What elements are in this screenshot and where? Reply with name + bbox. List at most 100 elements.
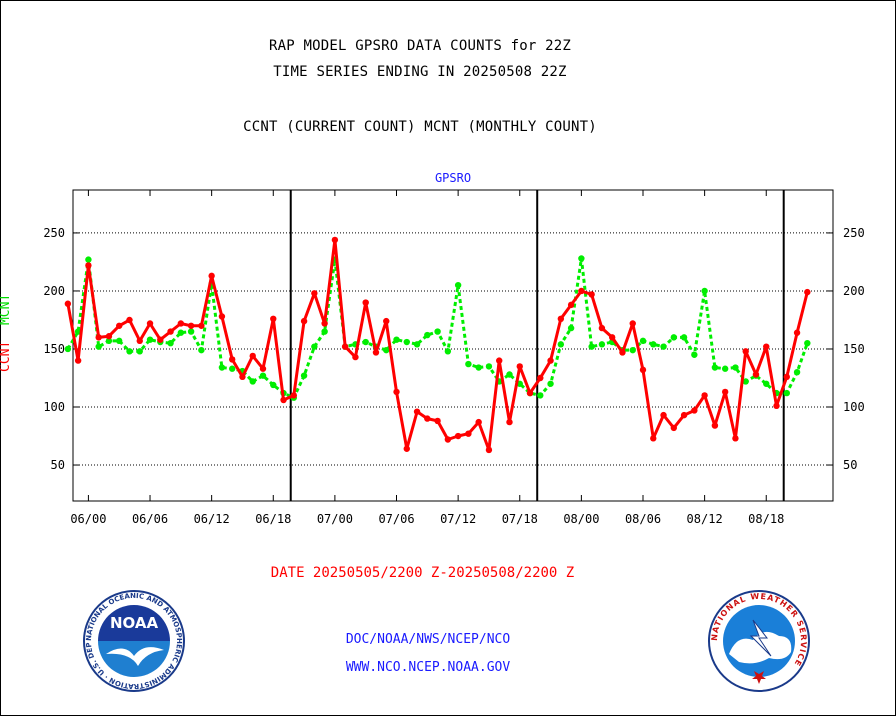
y-tick-label: 150 xyxy=(843,342,865,356)
data-point-mcnt xyxy=(198,346,205,354)
data-point-mcnt xyxy=(506,371,513,378)
x-tick-label: 07/00 xyxy=(317,512,353,526)
data-point-mcnt xyxy=(85,256,92,263)
data-point-mcnt xyxy=(64,345,72,353)
x-tick-label: 07/06 xyxy=(378,512,414,526)
data-point-mcnt xyxy=(742,378,749,385)
data-point-ccnt xyxy=(629,320,636,327)
data-point-ccnt xyxy=(85,262,92,269)
x-tick-label: 07/18 xyxy=(502,512,538,526)
y-tick-label: 100 xyxy=(43,400,65,414)
data-point-mcnt xyxy=(537,392,544,399)
data-point-ccnt xyxy=(136,337,143,345)
data-point-ccnt xyxy=(680,411,688,419)
data-point-ccnt xyxy=(783,373,790,381)
data-point-mcnt xyxy=(393,336,400,343)
data-point-mcnt xyxy=(732,364,739,371)
panel-label: GPSRO xyxy=(434,171,472,185)
data-point-ccnt xyxy=(454,432,462,440)
data-point-mcnt xyxy=(187,328,195,335)
credit-line-1: DOC/NOAA/NWS/NCEP/NCO xyxy=(345,632,511,647)
data-point-mcnt xyxy=(567,324,575,332)
nws-logo: NATIONAL WEATHER SERVICE xyxy=(708,590,810,692)
data-point-ccnt xyxy=(691,407,698,414)
x-tick-label: 06/18 xyxy=(255,512,291,526)
data-point-mcnt xyxy=(711,364,719,371)
data-point-ccnt xyxy=(403,445,410,452)
data-point-ccnt xyxy=(475,418,482,426)
data-point-mcnt xyxy=(259,372,267,379)
data-point-mcnt xyxy=(454,281,462,289)
data-point-mcnt xyxy=(783,389,790,397)
chart-title: RAP MODEL GPSRO DATA COUNTS for 22Z xyxy=(268,38,571,54)
data-point-ccnt xyxy=(773,402,780,410)
data-point-mcnt xyxy=(444,348,452,355)
data-point-ccnt xyxy=(259,365,267,372)
y-tick-label: 200 xyxy=(43,284,65,298)
data-point-ccnt xyxy=(311,290,318,297)
data-point-ccnt xyxy=(157,336,164,343)
data-point-mcnt xyxy=(721,365,729,372)
chart-subtitle: CCNT (CURRENT COUNT) MCNT (MONTHLY COUNT… xyxy=(243,119,597,135)
data-point-mcnt xyxy=(680,334,688,341)
x-tick-label: 08/12 xyxy=(687,512,723,526)
data-point-mcnt xyxy=(136,348,143,355)
y-tick-label: 200 xyxy=(843,284,865,298)
y-tick-label: 250 xyxy=(843,226,865,240)
noaa-logo: NATIONAL OCEANIC AND ATMOSPHERIC ADMINIS… xyxy=(80,590,185,692)
data-point-mcnt xyxy=(311,343,318,350)
data-point-ccnt xyxy=(516,363,523,370)
x-tick-label: 08/06 xyxy=(625,512,661,526)
data-point-ccnt xyxy=(95,334,102,341)
data-point-ccnt xyxy=(670,424,678,432)
data-point-ccnt xyxy=(732,435,739,442)
plot-border xyxy=(72,189,834,502)
data-point-ccnt xyxy=(116,322,123,329)
data-point-mcnt xyxy=(670,334,678,341)
data-point-mcnt xyxy=(167,339,174,347)
data-point-ccnt xyxy=(290,392,298,399)
data-point-ccnt xyxy=(588,291,595,298)
date-range-label: DATE 20250505/2200 Z-20250508/2200 Z xyxy=(270,565,575,581)
data-point-ccnt xyxy=(218,313,226,320)
data-point-ccnt xyxy=(383,317,390,325)
data-point-mcnt xyxy=(249,378,256,385)
x-tick-label: 08/18 xyxy=(748,512,784,526)
data-point-ccnt xyxy=(711,422,719,429)
y-tick-label: 50 xyxy=(843,458,857,472)
data-point-ccnt xyxy=(249,352,256,360)
data-point-ccnt xyxy=(198,322,205,329)
y-tick-label: 250 xyxy=(43,226,65,240)
data-point-ccnt xyxy=(228,356,236,363)
data-point-mcnt xyxy=(598,341,606,348)
data-point-ccnt xyxy=(372,349,380,356)
data-point-ccnt xyxy=(506,418,513,426)
data-point-ccnt xyxy=(763,343,770,350)
data-point-mcnt xyxy=(578,255,585,262)
data-point-ccnt xyxy=(701,392,708,399)
data-point-ccnt xyxy=(578,287,585,295)
data-point-ccnt xyxy=(239,373,246,381)
y-tick-label: 50 xyxy=(51,458,65,472)
data-point-mcnt xyxy=(383,346,390,354)
data-point-mcnt xyxy=(228,365,236,372)
data-point-mcnt xyxy=(300,372,308,379)
data-point-ccnt xyxy=(177,320,185,327)
data-point-mcnt xyxy=(547,380,554,387)
data-point-ccnt xyxy=(300,317,308,325)
data-point-mcnt xyxy=(424,331,431,339)
data-point-ccnt xyxy=(321,320,328,327)
data-point-ccnt xyxy=(485,446,493,454)
data-point-mcnt xyxy=(413,341,421,348)
data-point-ccnt xyxy=(598,324,606,332)
data-point-mcnt xyxy=(218,364,226,371)
x-tick-label: 08/00 xyxy=(563,512,599,526)
data-point-ccnt xyxy=(639,366,647,374)
x-tick-label: 06/06 xyxy=(132,512,168,526)
x-tick-label: 07/12 xyxy=(440,512,476,526)
data-point-ccnt xyxy=(465,430,472,437)
data-point-ccnt xyxy=(280,396,287,404)
series-line-mcnt xyxy=(66,257,809,400)
data-point-mcnt xyxy=(629,346,636,354)
